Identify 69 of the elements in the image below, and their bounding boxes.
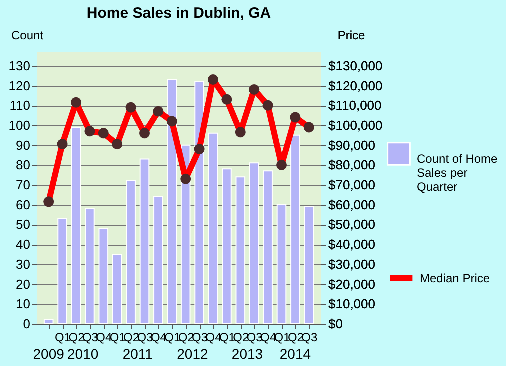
- bar: [44, 320, 54, 324]
- y-tick-label: 60: [16, 197, 30, 212]
- x-tick-label: Q1: [110, 330, 126, 344]
- bar: [126, 180, 136, 324]
- y-axis-title: Count: [11, 28, 44, 42]
- bar: [276, 204, 287, 324]
- y2-axis-title: Price: [338, 28, 366, 42]
- y-tick-label: 70: [16, 178, 30, 193]
- x-tick-label: Q2: [233, 330, 250, 344]
- x-tick-label: Q1: [55, 330, 72, 344]
- y2-tick-label: $130,000: [328, 58, 383, 74]
- text: 2014: [280, 346, 312, 362]
- bar: [98, 228, 109, 324]
- bar: [71, 126, 82, 324]
- y-tick-label: 130: [8, 58, 30, 74]
- y2-tick-label: $110,000: [328, 98, 382, 114]
- text: 2012: [177, 346, 208, 362]
- bar: [263, 170, 273, 324]
- y2-tick-label: $100,000: [328, 118, 383, 133]
- bar: [58, 218, 68, 324]
- y-tick-label: 10: [16, 296, 30, 312]
- text: 2011: [122, 346, 154, 362]
- y-tick-label: 80: [16, 158, 30, 173]
- y2-tick-label: $70,000: [328, 178, 376, 193]
- chart-title: Home Sales in Dublin, GA: [86, 5, 272, 22]
- text: 2013: [232, 346, 264, 362]
- bar: [140, 158, 150, 324]
- y2-tick-label: $30,000: [328, 256, 376, 272]
- bar: [249, 162, 260, 324]
- legend-label: Median Price: [420, 272, 490, 286]
- x-tick-label: Q4: [260, 330, 277, 344]
- x-tick-label: Q2: [178, 330, 195, 344]
- y-tick-label: 20: [16, 276, 30, 292]
- text: 2010: [68, 346, 99, 362]
- y2-tick-label: $10,000: [328, 296, 376, 312]
- y-tick-label: 120: [8, 78, 30, 94]
- y-tick-label: 40: [16, 237, 30, 252]
- y2-tick-label: $60,000: [328, 197, 376, 212]
- y-tick-label: 90: [16, 138, 30, 153]
- x-tick-label: Q2: [68, 330, 86, 344]
- y2-tick-label: $50,000: [328, 217, 376, 232]
- bar: [290, 134, 300, 324]
- bar: [208, 132, 218, 324]
- y2-tick-label: $90,000: [328, 138, 376, 153]
- y2-tick-label: $20,000: [328, 276, 376, 292]
- bar: [222, 168, 232, 324]
- y2-tick-label: $120,000: [328, 78, 383, 94]
- y2-tick-label: $0: [328, 316, 343, 332]
- bar: [112, 254, 122, 324]
- bar: [304, 206, 314, 324]
- y-tick-label: 50: [16, 217, 30, 232]
- x-tick-label: Q1: [164, 330, 181, 344]
- x-tick-label: Q3: [246, 330, 264, 344]
- bar: [236, 176, 246, 324]
- bar: [167, 79, 178, 324]
- y2-tick-label: $40,000: [328, 237, 376, 252]
- y-tick-label: 110: [10, 98, 30, 114]
- legend-label: Count of Home Sales per Quarter: [417, 152, 498, 194]
- y-tick-label: 30: [16, 256, 30, 272]
- x-tick-label: Q3: [192, 330, 208, 344]
- bar: [85, 208, 95, 324]
- y-tick-label: 100: [8, 118, 30, 133]
- y-tick-label: 0: [23, 316, 30, 332]
- text: 2009: [33, 346, 65, 362]
- y2-tick-label: $80,000: [328, 158, 376, 173]
- bar: [154, 196, 164, 324]
- x-tick-label: Q3: [302, 330, 318, 344]
- x-tick-label: Q2: [124, 330, 140, 344]
- x-tick-label: Q4: [96, 330, 112, 344]
